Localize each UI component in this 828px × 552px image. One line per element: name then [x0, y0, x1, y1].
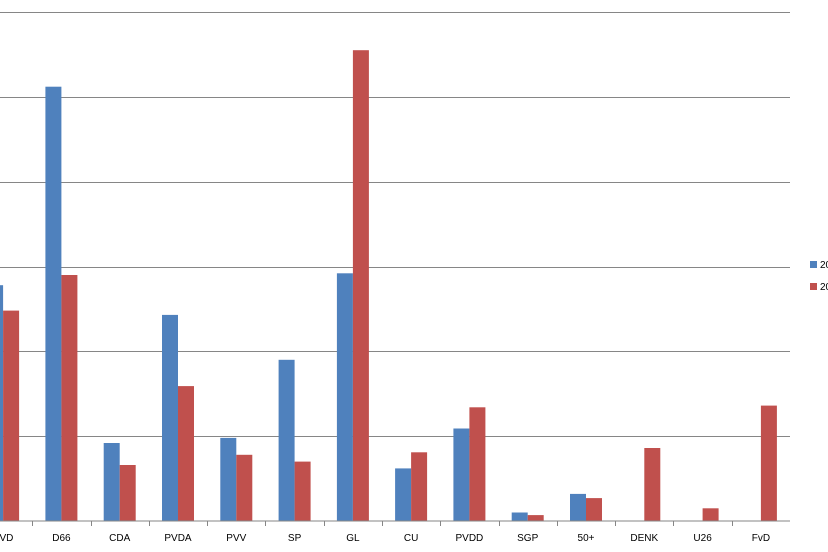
x-tick-label: SP	[288, 533, 302, 544]
legend-label: 20	[820, 282, 828, 293]
x-tick-label: D66	[52, 533, 71, 544]
bar-50-series-2	[586, 498, 602, 521]
legend-swatch	[810, 283, 817, 290]
x-tick-label: U26	[693, 533, 712, 544]
bar-vvd-series-2	[3, 310, 20, 521]
bar-cu-series-1	[395, 468, 412, 521]
bar-u26-series-2	[702, 508, 719, 521]
x-tick-label: 50+	[578, 533, 595, 544]
gridlines	[0, 12, 790, 437]
x-axis-ticks: VVD D66 CDA PVDA PVV SP GL CU PVDD SGP 50+ DENK U26 F…	[0, 521, 770, 544]
bar-gl-series-2	[352, 50, 369, 521]
bar-sp-series-2	[294, 461, 311, 521]
bar-d66-series-1	[45, 86, 62, 521]
x-tick-label: PVDA	[164, 533, 192, 544]
bar-cda-series-1	[103, 443, 120, 521]
bar-sp-series-1	[278, 359, 295, 521]
bar-vvd-series-1	[0, 285, 4, 521]
bar-sgp-series-2	[527, 515, 544, 521]
bar-pvdd-series-1	[453, 428, 470, 521]
bar-d66-series-2	[61, 275, 78, 521]
x-tick-label: DENK	[630, 533, 658, 544]
legend-swatch	[810, 261, 817, 268]
bar-pvv-series-2	[236, 454, 253, 521]
bar-50-series-1	[570, 493, 586, 521]
bar-pvdd-series-2	[469, 407, 486, 521]
x-tick-label: SGP	[517, 533, 538, 544]
bar-gl-series-1	[336, 273, 353, 521]
x-tick-label: GL	[346, 533, 360, 544]
bar-pvda-series-2	[178, 386, 194, 521]
bar-denk-series-2	[644, 448, 661, 521]
legend-label: 20	[820, 260, 828, 271]
bar-pvv-series-1	[220, 437, 237, 521]
x-tick-label: CDA	[109, 533, 130, 544]
bar-pvda-series-1	[162, 314, 178, 521]
x-tick-label: PVDD	[456, 533, 484, 544]
x-tick-label: CU	[404, 533, 418, 544]
x-tick-label: VVD	[0, 533, 13, 544]
bar-fvd-series-2	[760, 405, 777, 521]
bar-cda-series-2	[119, 465, 136, 521]
bar-cu-series-2	[411, 452, 428, 521]
x-tick-label: FvD	[752, 533, 770, 544]
x-tick-label: PVV	[226, 533, 246, 544]
bars	[0, 50, 777, 521]
bar-sgp-series-1	[511, 512, 528, 521]
legend: 2020	[810, 260, 828, 293]
